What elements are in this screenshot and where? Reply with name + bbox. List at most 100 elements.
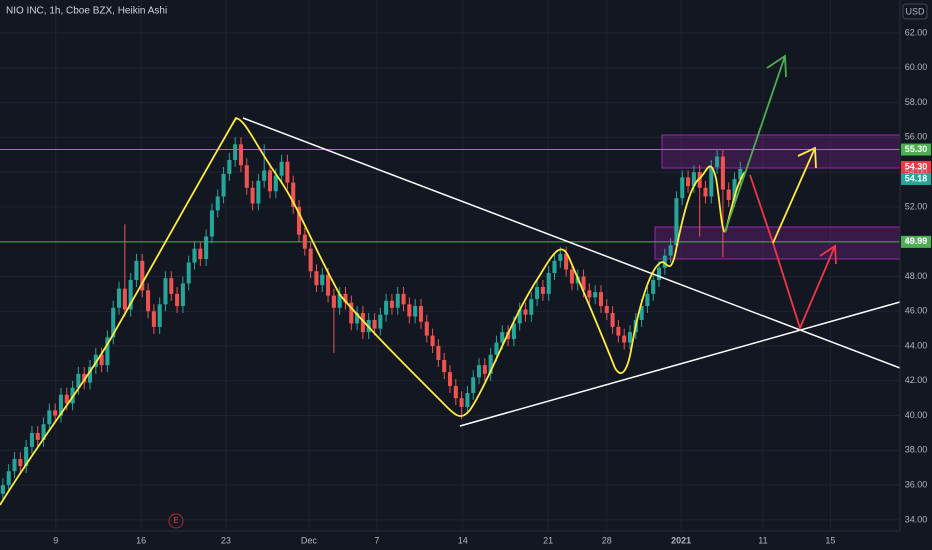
candle-body: [326, 274, 331, 296]
currency-box[interactable]: [902, 3, 928, 20]
candle-body: [64, 394, 69, 404]
trend-line: [459, 301, 901, 427]
y-tick-label: 48.00: [905, 271, 928, 281]
candle-body: [273, 175, 278, 192]
price-tag: [901, 235, 931, 248]
candle-body: [209, 210, 214, 237]
y-tick-label: 38.00: [905, 445, 928, 455]
candle-body: [627, 332, 633, 343]
candle-body: [331, 295, 336, 308]
y-tick-label: 60.00: [905, 62, 928, 72]
candle-body: [244, 165, 249, 188]
candle-body: [87, 366, 93, 383]
candle-body: [192, 248, 197, 263]
projection-arrow: [749, 174, 836, 331]
currency-label[interactable]: USD: [905, 6, 925, 16]
candle-body: [407, 304, 412, 317]
arrow-head: [766, 54, 787, 78]
candle-body: [12, 459, 17, 472]
candle-body: [552, 260, 557, 273]
x-tick-label: 9: [53, 535, 58, 545]
candle-body: [372, 319, 377, 329]
candle-body: [651, 279, 656, 294]
trend-line: [242, 117, 901, 369]
candle-body: [24, 446, 29, 467]
candle-body: [738, 169, 743, 180]
candle-body: [256, 180, 261, 204]
candle-body: [523, 309, 528, 315]
candle-body: [157, 304, 162, 327]
candle-body: [302, 234, 307, 249]
candle-body: [360, 312, 365, 333]
candle-body: [128, 279, 133, 310]
candle-body: [146, 290, 151, 312]
candle-body: [53, 410, 58, 416]
candle-body: [29, 432, 34, 447]
candle-body: [587, 290, 592, 298]
event-marker[interactable]: [168, 513, 184, 529]
candle-body: [436, 346, 441, 360]
x-tick-label: 15: [825, 535, 835, 545]
candle-body: [494, 342, 499, 355]
candle-body: [117, 288, 122, 308]
y-tick-label: 58.00: [905, 97, 928, 107]
y-tick-label: 50.00: [905, 236, 928, 246]
candle-body: [686, 177, 691, 187]
candle-body: [134, 260, 139, 280]
price-tag: [901, 172, 931, 185]
price-tag-label: 54.18: [905, 173, 928, 183]
y-tick-label: 44.00: [905, 340, 928, 350]
candles-layer: [0, 137, 743, 501]
candle-body: [598, 292, 603, 307]
candle-body: [262, 170, 267, 181]
price-tag: [901, 143, 931, 156]
candle-body: [0, 485, 5, 494]
candle-body: [558, 253, 563, 261]
event-label[interactable]: E: [173, 516, 178, 525]
chart-title: NIO INC, 1h, Cboe BZX, Heikin Ashi: [6, 6, 167, 17]
candle-body: [215, 196, 220, 211]
candle-body: [384, 300, 389, 315]
candle-body: [442, 359, 447, 373]
candle-body: [680, 177, 685, 199]
y-tick-label: 42.00: [905, 375, 928, 385]
candle-body: [378, 314, 383, 329]
candle-body: [488, 354, 493, 374]
x-tick-label: 7: [374, 535, 379, 545]
candle-body: [546, 272, 551, 294]
candle-body: [186, 262, 191, 284]
candle-body: [511, 323, 516, 340]
candle-body: [581, 276, 586, 291]
candle-body: [122, 288, 127, 310]
candle-body: [250, 187, 255, 204]
candle-body: [389, 300, 394, 308]
price-tag-label: 49.99: [905, 236, 928, 246]
candle-body: [35, 432, 40, 440]
candle-body: [169, 278, 174, 294]
x-tick-label: 28: [602, 535, 612, 545]
candle-body: [471, 377, 476, 393]
candle-body: [610, 312, 615, 327]
candle-body: [82, 373, 87, 383]
candle-body: [720, 156, 725, 190]
candle-body: [657, 267, 662, 280]
candle-body: [668, 245, 673, 256]
candle-body: [477, 365, 482, 378]
drawings: [0, 134, 901, 260]
candle-body: [93, 354, 98, 367]
candle-body: [279, 161, 284, 176]
candle-body: [540, 286, 545, 294]
candle-body: [401, 293, 406, 305]
candle-body: [337, 293, 342, 308]
candle-body: [465, 392, 470, 407]
candle-body: [308, 248, 313, 272]
candle-body: [175, 293, 180, 307]
price-tag-label: 55.30: [905, 144, 928, 154]
x-tick-label: Dec: [301, 535, 318, 545]
candle-body: [715, 156, 720, 167]
candle-body: [227, 159, 232, 174]
candle-body: [593, 292, 598, 298]
y-tick-label: 36.00: [905, 480, 928, 490]
zone-box: [661, 134, 901, 169]
